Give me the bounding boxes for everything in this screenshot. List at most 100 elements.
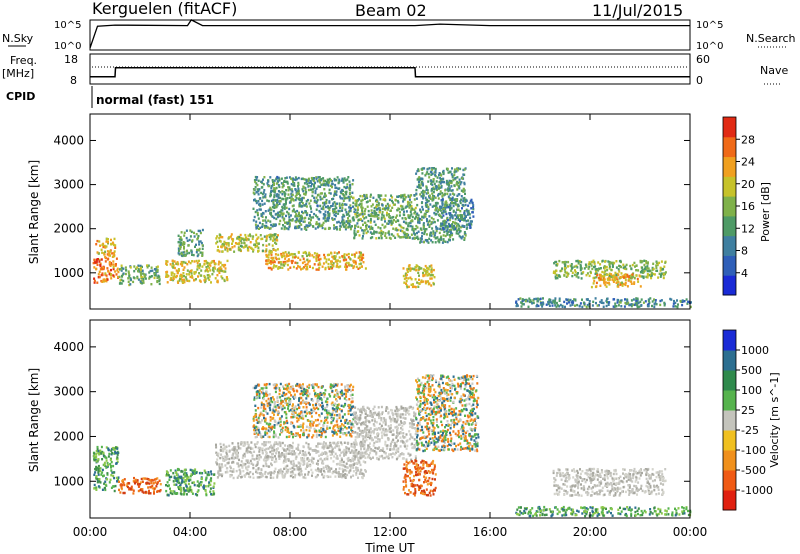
data-cell bbox=[364, 221, 367, 224]
data-cell bbox=[231, 442, 234, 445]
data-cell bbox=[440, 235, 443, 238]
data-cell bbox=[294, 176, 297, 179]
data-cell bbox=[408, 236, 411, 239]
data-cell bbox=[155, 485, 158, 488]
data-cell bbox=[348, 199, 351, 202]
data-cell bbox=[361, 237, 364, 240]
data-cell bbox=[153, 478, 156, 481]
data-cell bbox=[109, 254, 111, 257]
data-cell bbox=[190, 490, 193, 493]
data-cell bbox=[464, 232, 467, 236]
data-cell bbox=[192, 253, 195, 257]
data-cell bbox=[416, 265, 419, 268]
data-cell bbox=[116, 453, 119, 456]
data-cell bbox=[357, 476, 359, 479]
data-cell bbox=[315, 259, 318, 262]
data-cell bbox=[99, 244, 102, 247]
data-cell bbox=[256, 209, 259, 212]
data-cell bbox=[435, 185, 438, 188]
data-cell bbox=[262, 183, 265, 186]
data-cell bbox=[431, 221, 434, 224]
data-cell bbox=[198, 240, 201, 243]
data-cell bbox=[253, 179, 256, 182]
data-cell bbox=[363, 455, 366, 458]
data-cell bbox=[295, 193, 298, 197]
data-cell bbox=[291, 204, 294, 208]
data-cell bbox=[449, 213, 451, 216]
data-cell bbox=[294, 195, 297, 198]
data-cell bbox=[264, 210, 267, 213]
data-cell bbox=[319, 192, 322, 195]
data-cell bbox=[137, 264, 140, 267]
data-cell bbox=[255, 233, 258, 237]
data-cell bbox=[190, 488, 193, 492]
data-cell bbox=[255, 241, 258, 245]
data-cell bbox=[212, 490, 215, 493]
data-cell bbox=[433, 182, 436, 186]
data-cell bbox=[274, 265, 277, 268]
data-cell bbox=[99, 263, 102, 267]
data-cell bbox=[450, 228, 452, 231]
data-cell bbox=[322, 207, 325, 210]
data-cell bbox=[427, 241, 430, 244]
data-cell bbox=[209, 269, 212, 272]
data-cell bbox=[117, 276, 119, 279]
data-cell bbox=[191, 471, 194, 474]
data-cell bbox=[435, 229, 438, 233]
data-cell bbox=[253, 458, 256, 461]
data-cell bbox=[462, 204, 465, 207]
data-cell bbox=[341, 473, 344, 476]
data-cell bbox=[165, 474, 168, 477]
data-cell bbox=[308, 259, 311, 263]
data-cell bbox=[347, 212, 350, 216]
data-cell bbox=[424, 264, 427, 268]
data-cell bbox=[660, 260, 663, 263]
data-cell bbox=[312, 216, 315, 219]
data-cell bbox=[212, 485, 215, 488]
data-cell bbox=[166, 481, 169, 484]
data-cell bbox=[603, 282, 606, 285]
data-cell bbox=[311, 266, 314, 270]
data-cell bbox=[297, 176, 300, 180]
data-cell bbox=[604, 283, 607, 287]
data-cell bbox=[360, 265, 363, 268]
data-cell bbox=[545, 303, 548, 306]
data-cell bbox=[242, 462, 245, 466]
data-cell bbox=[307, 184, 310, 188]
data-cell bbox=[198, 471, 201, 475]
data-cell bbox=[357, 208, 359, 211]
data-cell bbox=[99, 469, 102, 473]
data-cell bbox=[330, 252, 333, 255]
data-cell bbox=[113, 452, 116, 455]
data-cell bbox=[293, 468, 296, 471]
data-cell bbox=[391, 206, 394, 209]
data-cell bbox=[264, 219, 267, 222]
data-cell bbox=[449, 230, 452, 233]
data-cell bbox=[95, 243, 98, 246]
data-cell bbox=[345, 191, 347, 194]
data-cell bbox=[380, 218, 383, 221]
data-cell bbox=[395, 216, 397, 219]
data-cell bbox=[297, 448, 300, 451]
data-cell bbox=[402, 235, 405, 239]
data-cell bbox=[97, 258, 99, 261]
data-cell bbox=[343, 253, 346, 256]
data-cell bbox=[274, 224, 277, 227]
data-cell bbox=[355, 449, 358, 452]
data-cell bbox=[208, 481, 211, 484]
data-cell bbox=[341, 467, 344, 471]
data-cell bbox=[324, 210, 327, 213]
data-cell bbox=[607, 301, 610, 304]
data-cell bbox=[446, 228, 449, 231]
data-cell bbox=[186, 252, 189, 255]
data-cell bbox=[362, 229, 365, 232]
data-cell bbox=[248, 245, 251, 249]
data-cell bbox=[349, 258, 352, 261]
data-cell bbox=[436, 176, 439, 179]
cpid-label: CPID bbox=[6, 90, 35, 103]
data-cell bbox=[128, 273, 131, 277]
data-cell bbox=[255, 191, 258, 194]
data-cell bbox=[287, 458, 290, 461]
data-cell bbox=[328, 200, 331, 203]
power-colorbar-swatch bbox=[723, 275, 736, 296]
